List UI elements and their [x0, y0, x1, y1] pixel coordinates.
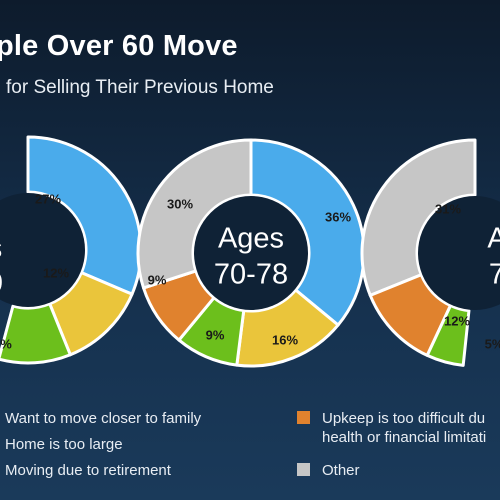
slice-other: [360, 138, 477, 297]
donut-hole: [194, 196, 308, 310]
slice-retirement: [0, 302, 72, 365]
data-label-other: 31%: [435, 201, 461, 216]
slice-retirement: [425, 304, 471, 367]
legend-swatch-other: [297, 463, 310, 476]
data-label-other: 30%: [167, 196, 193, 211]
donut-chart-2: 36% 16% 9% 9% 30% Ages 70-78: [136, 138, 366, 368]
legend-item-too-large: Home is too large: [0, 435, 123, 454]
center-label-line-2: 7: [489, 259, 500, 291]
slice-other: [136, 138, 253, 290]
center-label-line-2: 9: [0, 268, 3, 300]
legend-swatch-upkeep: [297, 411, 310, 424]
legend-item-retirement: Moving due to retirement: [0, 461, 171, 480]
slice-family: [26, 135, 143, 296]
donut-chart-3: 31% 12% 5% A 7: [360, 138, 500, 367]
legend-item-family: Want to move closer to family: [0, 409, 201, 428]
legend-item-upkeep: Upkeep is too difficult du health or fin…: [297, 409, 486, 447]
legend-label-upkeep: Upkeep is too difficult du health or fin…: [322, 410, 487, 446]
data-label-too-large: 16%: [272, 332, 298, 347]
legend-label-other: Other: [322, 462, 360, 479]
legend-item-other: Other: [297, 461, 360, 480]
data-label-too-large: 12%: [43, 265, 69, 280]
legend-label-retirement: Moving due to retirement: [5, 462, 171, 479]
data-label-family: 36%: [325, 209, 351, 224]
donut-hole: [0, 193, 85, 307]
slice-upkeep: [368, 273, 452, 357]
data-label-upkeep: 12%: [444, 313, 470, 328]
chart-title: ple Over 60 Move: [0, 30, 238, 62]
center-label-line-1: A: [487, 223, 500, 255]
donut-hole: [418, 196, 500, 310]
data-label-upkeep: 9%: [148, 272, 167, 287]
slice-family: [249, 138, 366, 327]
data-label-retirement: %: [0, 336, 12, 351]
center-label-line-1: s: [0, 233, 2, 265]
donut-chart-1: 27% 12%% s9: [0, 135, 143, 365]
center-label-line-1: Ages: [218, 223, 284, 255]
data-label-family: 27%: [35, 191, 61, 206]
legend-label-family: Want to move closer to family: [5, 410, 202, 427]
data-label-retirement: 9%: [206, 327, 225, 342]
legend-label-too-large: Home is too large: [5, 436, 123, 453]
chart-subtitle: for Selling Their Previous Home: [6, 77, 274, 98]
center-label-line-2: 70-78: [214, 259, 288, 291]
data-label-retirement: 5%: [485, 336, 500, 351]
